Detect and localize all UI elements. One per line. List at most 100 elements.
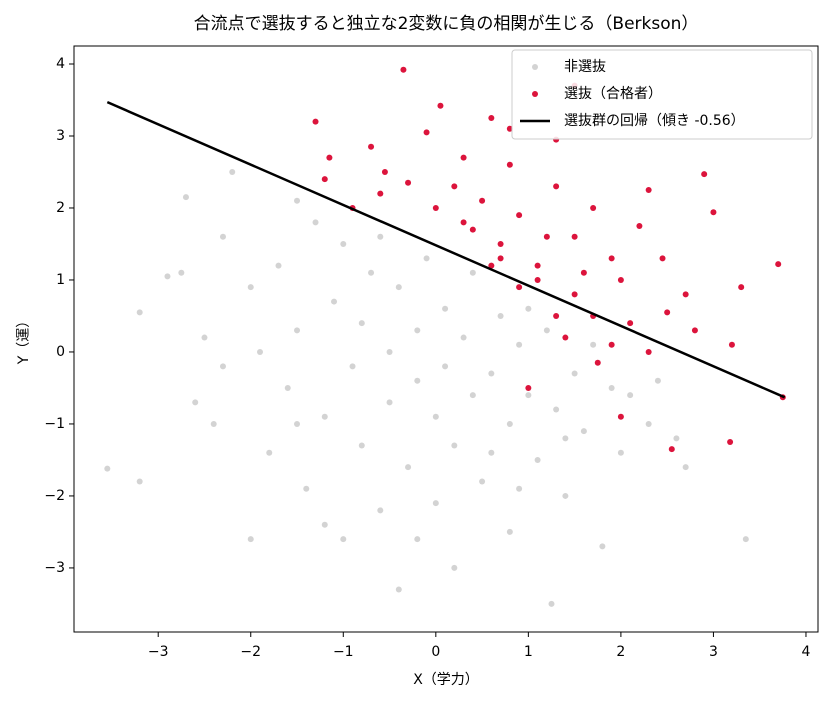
point [210, 420, 217, 427]
point [534, 456, 541, 463]
point [303, 485, 310, 492]
legend-swatch [532, 91, 538, 97]
point [294, 197, 301, 204]
point [525, 305, 532, 312]
point [312, 118, 319, 125]
point [423, 129, 430, 136]
point [321, 176, 328, 183]
point [488, 114, 495, 121]
y-tick-label: 4 [56, 56, 65, 72]
point [432, 413, 439, 420]
legend-label: 選抜群の回帰（傾き -0.56） [564, 112, 745, 129]
point [414, 327, 421, 334]
point [182, 194, 189, 201]
point [451, 564, 458, 571]
point [659, 255, 666, 262]
point [294, 327, 301, 334]
point [460, 154, 467, 161]
point [104, 465, 111, 472]
point [312, 219, 319, 226]
point [627, 320, 634, 327]
point [571, 291, 578, 298]
x-tick-label: 2 [616, 644, 625, 660]
point [645, 348, 652, 355]
point [488, 262, 495, 269]
point [506, 161, 513, 168]
x-tick-label: 0 [431, 644, 440, 660]
point [710, 209, 717, 216]
point [654, 377, 661, 384]
point [437, 102, 444, 109]
y-tick-label: 3 [56, 128, 65, 144]
point [497, 312, 504, 319]
point [247, 536, 254, 543]
point [645, 186, 652, 193]
point [506, 125, 513, 132]
point [395, 586, 402, 593]
point [668, 446, 675, 453]
point [506, 528, 513, 535]
point [488, 449, 495, 456]
point [525, 384, 532, 391]
x-axis-label: X（学力） [413, 672, 479, 688]
point [580, 269, 587, 276]
legend-label: 非選抜 [564, 59, 606, 75]
legend-box [511, 49, 813, 140]
point [701, 171, 708, 178]
y-tick-label: 1 [56, 272, 65, 288]
point [682, 291, 689, 298]
legend-swatch [532, 64, 538, 70]
point [543, 233, 550, 240]
point [349, 363, 356, 370]
point [590, 204, 597, 211]
point [525, 392, 532, 399]
point [469, 392, 476, 399]
y-tick-label: −2 [44, 488, 65, 504]
point [400, 66, 407, 73]
point [460, 334, 467, 341]
point [294, 420, 301, 427]
point [727, 438, 734, 445]
point [645, 420, 652, 427]
point [479, 478, 486, 485]
point [617, 413, 624, 420]
point [442, 305, 449, 312]
point [636, 222, 643, 229]
point [442, 363, 449, 370]
point [136, 309, 143, 316]
point [358, 320, 365, 327]
point [284, 384, 291, 391]
point [229, 168, 236, 175]
point [164, 273, 171, 280]
point [219, 363, 226, 370]
point [562, 435, 569, 442]
point [247, 284, 254, 291]
point [562, 334, 569, 341]
x-tick-label: −3 [148, 644, 169, 660]
point [516, 284, 523, 291]
point [664, 309, 671, 316]
point [405, 464, 412, 471]
point [497, 255, 504, 262]
point [414, 536, 421, 543]
point [728, 341, 735, 348]
point [479, 197, 486, 204]
point [617, 449, 624, 456]
point [553, 183, 560, 190]
x-tick-label: −1 [333, 644, 354, 660]
point [368, 143, 375, 150]
point [469, 226, 476, 233]
point [192, 399, 199, 406]
legend-label: 選抜（合格者） [564, 86, 662, 102]
point [451, 183, 458, 190]
point [548, 600, 555, 607]
point [543, 327, 550, 334]
point [178, 269, 185, 276]
point [201, 334, 208, 341]
point [516, 485, 523, 492]
chart-title: 合流点で選抜すると独立な2変数に負の相関が生じる（Berkson） [194, 14, 699, 34]
point [405, 179, 412, 186]
point [136, 478, 143, 485]
